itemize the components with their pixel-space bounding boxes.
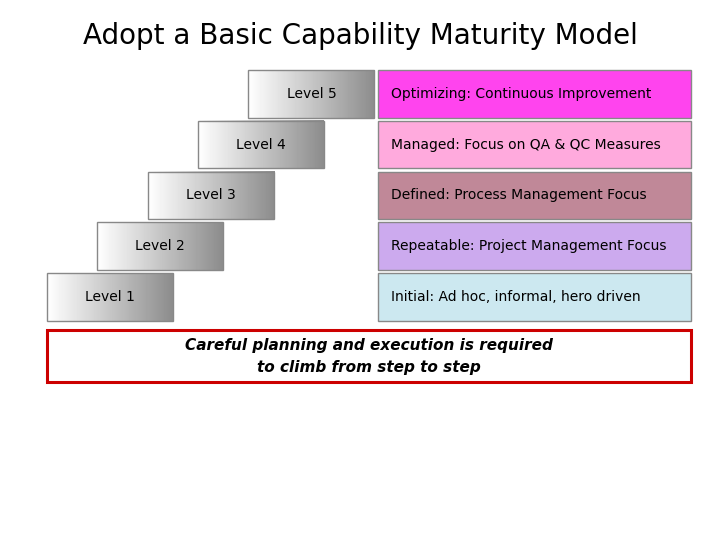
Text: Optimizing: Continuous Improvement: Optimizing: Continuous Improvement xyxy=(391,87,652,101)
FancyBboxPatch shape xyxy=(378,273,691,321)
Text: Repeatable: Project Management Focus: Repeatable: Project Management Focus xyxy=(391,239,667,253)
Text: Level 3: Level 3 xyxy=(186,188,235,202)
Text: Managed: Focus on QA & QC Measures: Managed: Focus on QA & QC Measures xyxy=(391,138,661,152)
Text: Defined: Process Management Focus: Defined: Process Management Focus xyxy=(391,188,647,202)
FancyBboxPatch shape xyxy=(47,330,691,382)
Text: Level 1: Level 1 xyxy=(85,290,135,304)
Text: Level 4: Level 4 xyxy=(236,138,286,152)
FancyBboxPatch shape xyxy=(378,172,691,219)
Text: Level 2: Level 2 xyxy=(135,239,185,253)
FancyBboxPatch shape xyxy=(378,121,691,168)
Text: Careful planning and execution is required
to climb from step to step: Careful planning and execution is requir… xyxy=(185,338,553,375)
Text: Initial: Ad hoc, informal, hero driven: Initial: Ad hoc, informal, hero driven xyxy=(391,290,641,304)
FancyBboxPatch shape xyxy=(378,222,691,270)
FancyBboxPatch shape xyxy=(378,70,691,118)
Text: Level 5: Level 5 xyxy=(287,87,336,101)
Text: Adopt a Basic Capability Maturity Model: Adopt a Basic Capability Maturity Model xyxy=(83,22,637,50)
